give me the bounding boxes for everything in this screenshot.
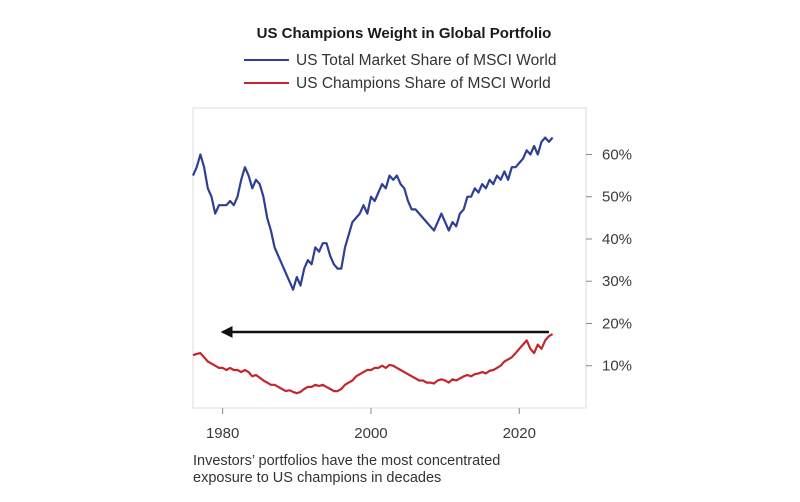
plot-frame — [192, 107, 587, 409]
series-layer — [191, 136, 554, 395]
y-axis-ticks: 10% 20% 30% 40% 50% 60% — [586, 146, 632, 375]
legend: US Total Market Share of MSCI World US C… — [244, 52, 556, 92]
y-tick-label: 20% — [602, 315, 632, 332]
chart-title: US Champions Weight in Global Portfolio — [257, 25, 552, 42]
y-tick-label: 30% — [602, 273, 632, 290]
series-line-total-market — [191, 136, 554, 291]
x-tick-label: 2000 — [354, 425, 387, 442]
x-axis-ticks: 1980 2000 2020 — [206, 408, 536, 442]
y-tick-label: 40% — [602, 231, 632, 248]
x-tick-label: 1980 — [206, 425, 239, 442]
y-tick-label: 60% — [602, 146, 632, 163]
caption-line-2: exposure to US champions in decades — [193, 470, 442, 486]
legend-label-total-market: US Total Market Share of MSCI World — [296, 52, 556, 69]
y-tick-label: 50% — [602, 189, 632, 206]
legend-label-champions: US Champions Share of MSCI World — [296, 75, 551, 92]
y-tick-label: 10% — [602, 358, 632, 375]
series-line-champions — [192, 333, 554, 395]
chart-caption: Investors’ portfolios have the most conc… — [193, 453, 613, 487]
caption-line-1: Investors’ portfolios have the most conc… — [193, 453, 501, 469]
x-tick-label: 2020 — [503, 425, 536, 442]
